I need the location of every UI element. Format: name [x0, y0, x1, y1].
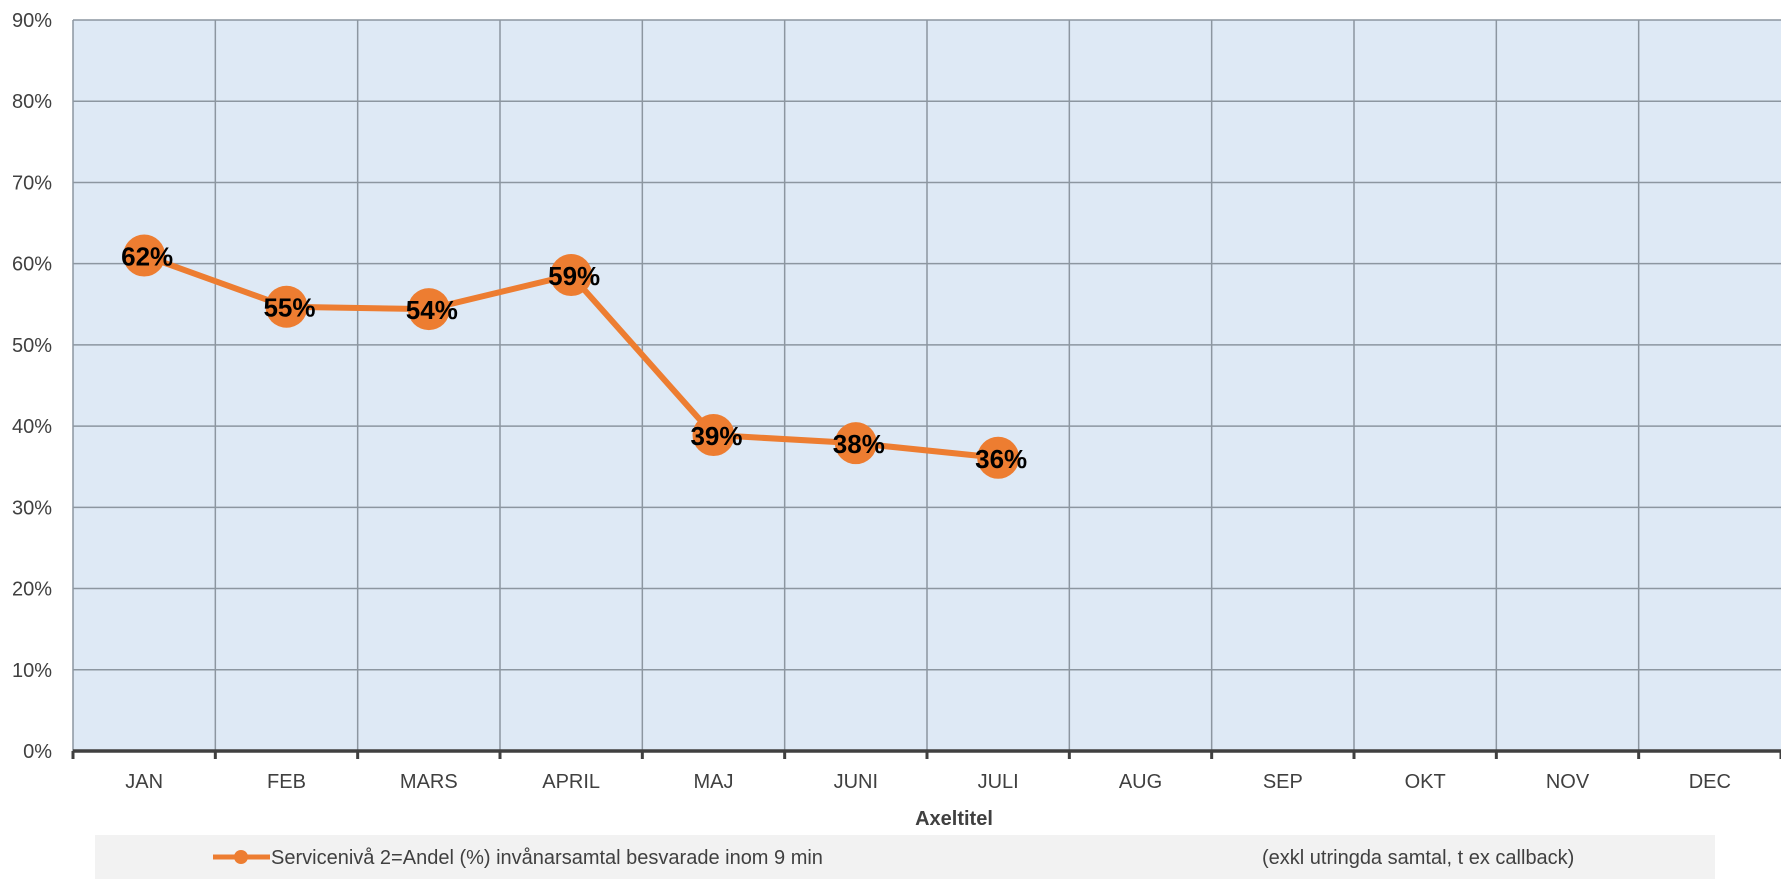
x-tick-label: FEB — [267, 771, 306, 793]
x-axis-title: Axeltitel — [915, 808, 993, 830]
x-tick-label: OKT — [1405, 771, 1446, 793]
y-tick-label: 90% — [12, 10, 52, 32]
data-point-marker — [123, 234, 166, 277]
x-tick-label: JUNI — [834, 771, 878, 793]
legend-series-label: Servicenivå 2=Andel (%) invånarsamtal be… — [271, 847, 823, 869]
series-line-group — [123, 234, 1020, 479]
y-tick-label: 0% — [23, 741, 52, 763]
x-tick-label: MARS — [400, 771, 458, 793]
y-tick-label: 80% — [12, 91, 52, 113]
x-tick-label: AUG — [1119, 771, 1162, 793]
x-axis-tick-labels: JAN FEB MARS APRIL MAJ JUNI JULI AUG SEP OKT NOV DE… — [125, 771, 1731, 793]
data-point-marker — [265, 285, 308, 328]
data-point-marker — [834, 422, 877, 465]
y-tick-label: 70% — [12, 172, 52, 194]
data-point-marker — [550, 254, 593, 297]
x-axis — [71, 749, 1781, 759]
data-label: 54% — [406, 295, 458, 325]
x-tick-label: DEC — [1689, 771, 1731, 793]
x-tick-label: JAN — [125, 771, 163, 793]
data-label: 55% — [263, 293, 315, 323]
data-label: 62% — [121, 242, 173, 272]
data-labels: 62% 55% 54% 59% 39% 38% 36% — [121, 242, 1027, 474]
vertical-gridlines — [214, 20, 1640, 751]
x-tick-label: MAJ — [694, 771, 734, 793]
legend-background — [95, 835, 1715, 879]
y-tick-label: 50% — [12, 335, 52, 357]
x-tick-label: APRIL — [542, 771, 600, 793]
data-point-marker — [407, 288, 450, 331]
legend: Servicenivå 2=Andel (%) invånarsamtal be… — [95, 835, 1715, 879]
y-tick-label: 40% — [12, 416, 52, 438]
y-tick-label: 10% — [12, 660, 52, 682]
legend-series-marker — [234, 850, 248, 864]
data-label: 39% — [690, 421, 742, 451]
x-tick-label: JULI — [978, 771, 1019, 793]
data-point-marker — [692, 414, 735, 457]
y-tick-label: 60% — [12, 254, 52, 276]
data-label: 36% — [975, 444, 1027, 474]
y-tick-label: 30% — [12, 497, 52, 519]
data-point-marker — [977, 436, 1020, 479]
x-tick-label: NOV — [1546, 771, 1590, 793]
data-label: 59% — [548, 261, 600, 291]
y-tick-label: 20% — [12, 579, 52, 601]
y-axis-tick-labels: 0% 10% 20% 30% 40% 50% 60% 70% 80% 90% — [12, 10, 52, 763]
x-tick-label: SEP — [1263, 771, 1303, 793]
data-label: 38% — [833, 429, 885, 459]
legend-note: (exkl utringda samtal, t ex callback) — [1262, 847, 1574, 869]
